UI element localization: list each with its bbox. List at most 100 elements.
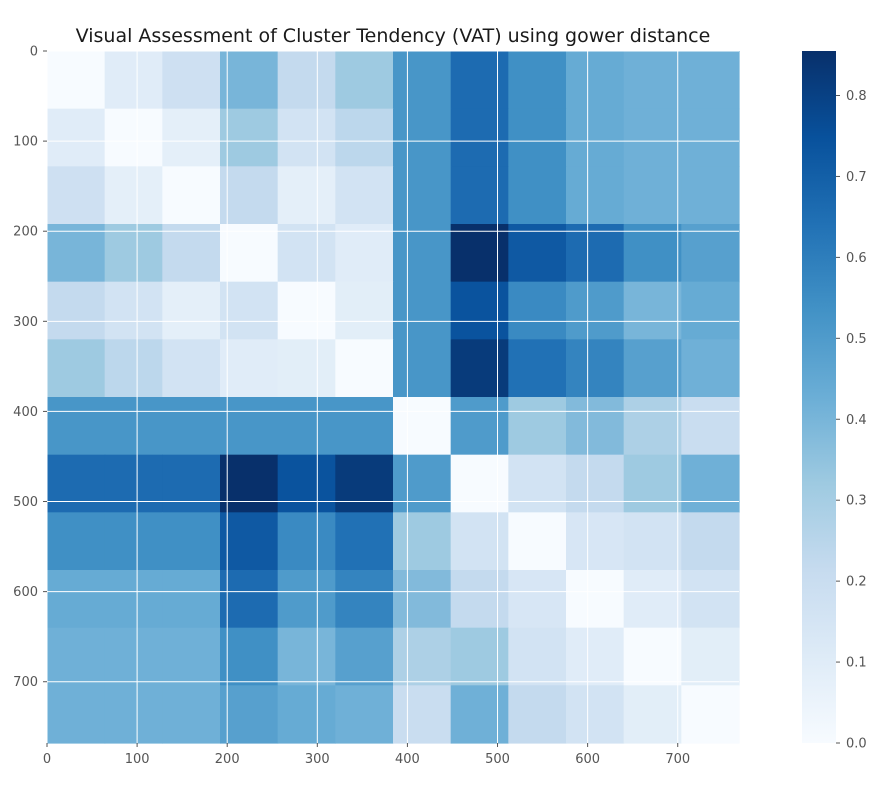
heatmap-cell [623, 627, 682, 686]
heatmap-cell [566, 512, 625, 571]
heatmap-cell [508, 397, 567, 456]
heatmap-cell [47, 224, 106, 283]
heatmap-cell [450, 512, 509, 571]
y-tick-label: 100 [13, 135, 38, 150]
heatmap-cell [393, 570, 452, 629]
heatmap-cell [47, 397, 106, 456]
heatmap-cell [220, 166, 279, 225]
heatmap-cell [623, 454, 682, 513]
heatmap-cell [450, 166, 509, 225]
heatmap-cell [508, 685, 567, 744]
heatmap-cell [508, 166, 567, 225]
heatmap-cell [104, 627, 163, 686]
heatmap-cell [104, 570, 163, 629]
x-tick-label: 300 [305, 752, 330, 767]
heatmap-cell [104, 512, 163, 571]
heatmap-cell [623, 166, 682, 225]
heatmap-cell [162, 685, 221, 744]
heatmap-cell [681, 397, 740, 456]
heatmap-cell [508, 224, 567, 283]
heatmap-cell [162, 339, 221, 398]
colorbar-tick-label: 0.8 [846, 89, 867, 104]
colorbar-tick-label: 0.7 [846, 170, 867, 185]
heatmap-cell [277, 224, 336, 283]
heatmap-cell [162, 166, 221, 225]
x-tick-label: 400 [395, 752, 420, 767]
heatmap-cell [508, 281, 567, 340]
heatmap-cell [162, 224, 221, 283]
x-tick-label: 500 [485, 752, 510, 767]
heatmap-cell [566, 51, 625, 110]
heatmap-cell [220, 108, 279, 167]
heatmap-cell [104, 397, 163, 456]
heatmap-cell [335, 512, 394, 571]
heatmap-cell [681, 166, 740, 225]
heatmap-cell [566, 108, 625, 167]
heatmap-cell [393, 685, 452, 744]
heatmap-cell [162, 627, 221, 686]
heatmap-cell [508, 627, 567, 686]
heatmap-cell [47, 281, 106, 340]
y-tick-label: 200 [13, 225, 38, 240]
heatmap-cell [47, 454, 106, 513]
heatmap-cell [277, 685, 336, 744]
heatmap-cell [566, 627, 625, 686]
heatmap-cell [335, 166, 394, 225]
heatmap-cell [47, 339, 106, 398]
heatmap-cell [623, 51, 682, 110]
heatmap-cell [220, 454, 279, 513]
heatmap-cell [681, 512, 740, 571]
y-axis: 0 100 200 300 400 500 600 700 [13, 45, 47, 690]
heatmap-cell [450, 397, 509, 456]
heatmap-cell [508, 108, 567, 167]
heatmap-cell [47, 51, 106, 110]
heatmap-cell [566, 454, 625, 513]
heatmap-cell [104, 454, 163, 513]
heatmap-cell [508, 512, 567, 571]
heatmap-cell [162, 512, 221, 571]
heatmap-cell [393, 512, 452, 571]
heatmap-cell [623, 281, 682, 340]
heatmap-cell [220, 627, 279, 686]
heatmap-cell [220, 397, 279, 456]
heatmap-cell [681, 570, 740, 629]
colorbar-tick-label: 0.3 [846, 494, 867, 509]
heatmap-cell [162, 454, 221, 513]
y-tick-label: 500 [13, 495, 38, 510]
heatmap-cell [335, 397, 394, 456]
heatmap-cell [335, 627, 394, 686]
heatmap-cell [566, 166, 625, 225]
heatmap-cell [220, 51, 279, 110]
heatmap-cell [335, 51, 394, 110]
x-tick-label: 100 [125, 752, 150, 767]
heatmap-cell [335, 224, 394, 283]
heatmap-cell [623, 397, 682, 456]
heatmap-cell [104, 166, 163, 225]
heatmap-cell [393, 627, 452, 686]
heatmap-cell [335, 281, 394, 340]
colorbar [802, 51, 836, 743]
heatmap-cell [335, 339, 394, 398]
heatmap-cell [277, 627, 336, 686]
x-tick-label: 700 [665, 752, 690, 767]
heatmap-cell [566, 685, 625, 744]
y-tick-label: 400 [13, 405, 38, 420]
heatmap-cell [623, 224, 682, 283]
heatmap-cell [681, 685, 740, 744]
heatmap-cell [681, 281, 740, 340]
heatmap-cell [450, 224, 509, 283]
heatmap-cell [104, 51, 163, 110]
heatmap-cell [508, 51, 567, 110]
heatmap-cell [450, 685, 509, 744]
heatmap-cell [47, 570, 106, 629]
heatmap-cell [681, 108, 740, 167]
y-tick-label: 0 [30, 45, 38, 60]
colorbar-tick-label: 0.5 [846, 332, 867, 347]
heatmap-cell [335, 570, 394, 629]
heatmap-cell [277, 281, 336, 340]
heatmap-cells [47, 51, 740, 744]
x-axis: 0 100 200 300 400 500 600 700 [43, 743, 690, 767]
heatmap-cell [220, 339, 279, 398]
heatmap-cell [47, 512, 106, 571]
heatmap-cell [220, 281, 279, 340]
